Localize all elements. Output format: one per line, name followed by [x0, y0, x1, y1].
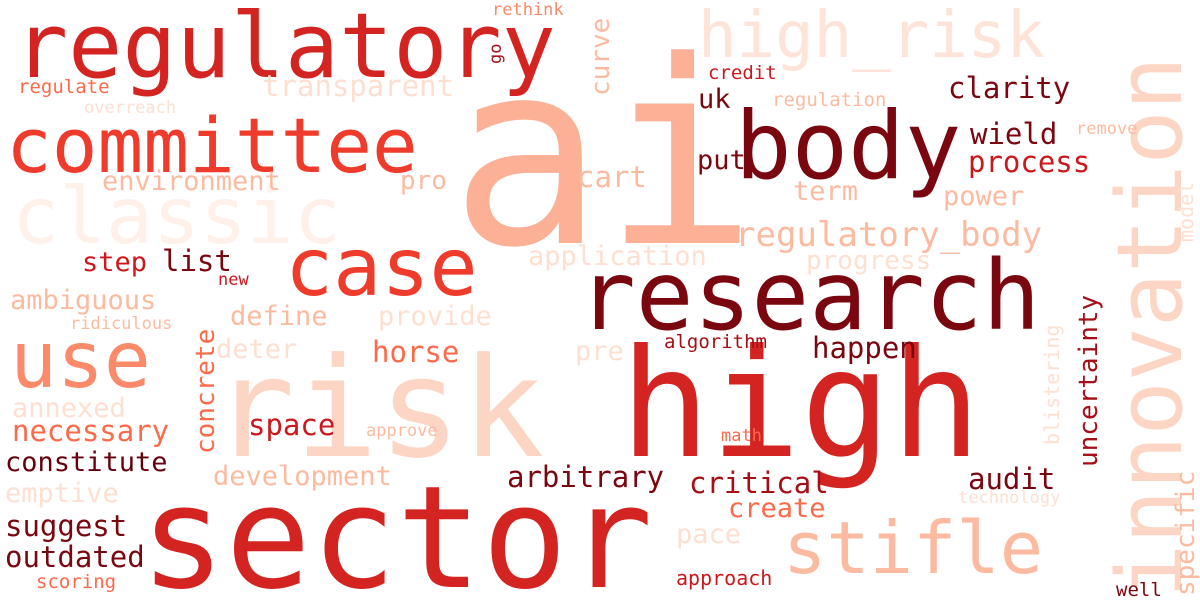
word-use: use — [10, 316, 151, 406]
word-sector: sector — [140, 456, 653, 600]
word-well: well — [1116, 579, 1162, 600]
word-transparent: transparent — [262, 69, 455, 103]
word-model: model — [1174, 181, 1198, 242]
word-specific: specific — [1171, 470, 1200, 596]
word-uncertainty: uncertainty — [1074, 294, 1104, 467]
word-technology: technology — [958, 488, 1061, 508]
word-case: case — [285, 221, 478, 314]
word-environment: environment — [102, 166, 281, 197]
word-define: define — [230, 301, 328, 332]
word-risk: risk — [212, 328, 545, 489]
word-suggest: suggest — [5, 509, 128, 543]
word-rethink: rethink — [492, 0, 564, 20]
word-application: application — [528, 241, 707, 272]
word-cart: cart — [577, 160, 647, 194]
word-outdated: outdated — [5, 540, 145, 574]
word-ridiculous: ridiculous — [70, 314, 173, 334]
word-progress: progress — [806, 246, 932, 276]
word-term: term — [793, 176, 859, 207]
word-approach: approach — [676, 566, 773, 590]
word-research: research — [578, 240, 1041, 352]
word-ambiguous: ambiguous — [10, 285, 157, 316]
word-regulate: regulate — [18, 76, 110, 98]
word-remove: remove — [1076, 119, 1138, 139]
word-high-risk: high_risk — [698, 0, 1045, 73]
word-power: power — [943, 181, 1025, 212]
word-committee: committee — [6, 101, 418, 190]
word-clarity: clarity — [948, 71, 1071, 105]
word-list: list — [162, 244, 232, 278]
word-pre: pre — [575, 336, 624, 367]
word-horse: horse — [372, 335, 460, 369]
word-approve: approve — [366, 421, 438, 441]
word-classic: classic — [12, 172, 341, 262]
word-credit: credit — [708, 62, 777, 84]
word-arbitrary: arbitrary — [507, 460, 665, 494]
word-wield: wield — [970, 117, 1058, 151]
word-overreach: overreach — [84, 98, 177, 118]
word-constitute: constitute — [5, 447, 168, 478]
word-math: math — [721, 426, 762, 446]
word-blistering: blistering — [1040, 324, 1064, 445]
word-regulatory-body: regulatory_body — [735, 215, 1043, 255]
word-annexed: annexed — [12, 393, 126, 424]
word-curve: curve — [586, 17, 616, 96]
word-space: space — [248, 408, 336, 442]
word-high: high — [620, 318, 982, 492]
word-regulation: regulation — [772, 89, 887, 111]
word-emptive: emptive — [5, 478, 119, 509]
word-ai: ai — [450, 7, 758, 304]
word-regulatory: regulatory — [14, 0, 556, 99]
word-process: process — [968, 145, 1091, 179]
word-scoring: scoring — [36, 571, 117, 593]
word-uk: uk — [698, 84, 731, 115]
word-step: step — [82, 247, 148, 278]
word-happen: happen — [812, 331, 917, 365]
word-provide: provide — [378, 301, 492, 332]
word-pro: pro — [400, 166, 447, 196]
word-deter: deter — [216, 334, 298, 365]
word-put: put — [697, 145, 746, 176]
word-development: development — [213, 461, 392, 492]
word-audit: audit — [968, 462, 1056, 496]
word-necessary: necessary — [12, 414, 170, 448]
word-critical: critical — [689, 466, 829, 500]
word-body: body — [735, 92, 962, 201]
word-go: go — [486, 43, 506, 64]
word-create: create — [728, 493, 826, 524]
word-concrete: concrete — [191, 328, 221, 454]
word-pace: pace — [676, 519, 742, 550]
word-algorithm: algorithm — [664, 331, 767, 353]
word-stifle: stifle — [783, 506, 1044, 590]
word-new: new — [218, 270, 249, 290]
